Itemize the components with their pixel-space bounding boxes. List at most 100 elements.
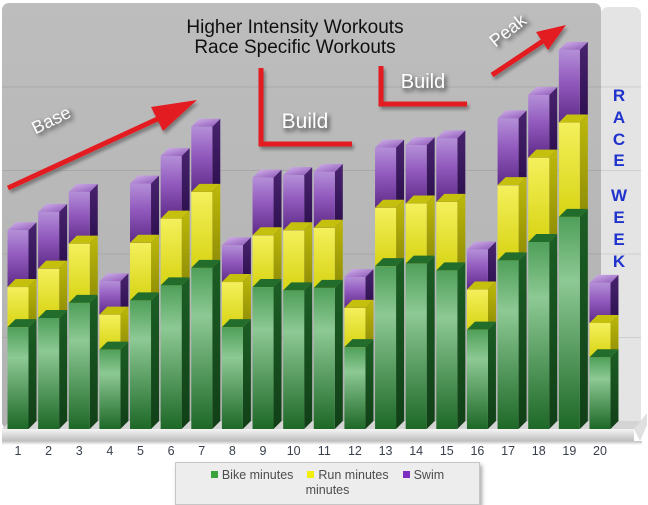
x-axis-tick-label: 13 <box>378 444 393 458</box>
bar-top-swim <box>38 203 68 212</box>
bar-week-6 <box>160 147 190 429</box>
bar-top-bike <box>436 262 466 271</box>
bar-side-swim <box>273 169 282 236</box>
bar-side-swim <box>396 139 405 208</box>
bar-segment-run <box>38 268 60 318</box>
bar-side-bike <box>579 208 588 429</box>
bar-side-swim <box>242 237 251 283</box>
bar-side-swim <box>59 203 68 269</box>
x-axis-tick-label: 11 <box>317 444 331 458</box>
bar-top-run <box>130 234 160 243</box>
x-axis-tick-label: 1 <box>14 444 22 458</box>
bar-top-swim <box>252 169 282 178</box>
x-axis-tick-label: 6 <box>167 444 175 458</box>
legend-swatch <box>307 471 315 478</box>
race-week-letter: R <box>612 86 626 105</box>
bar-segment-run <box>130 242 152 301</box>
x-axis-tick-label: 20 <box>593 444 607 458</box>
bar-side-run <box>334 219 343 288</box>
bar-segment-swim <box>558 49 580 123</box>
bar-side-swim <box>304 167 313 231</box>
bar-segment-swim <box>436 138 458 202</box>
bar-side-bike <box>273 279 282 429</box>
bar-top-bike <box>375 258 405 267</box>
bar-week-1 <box>7 222 37 429</box>
race-week-letter: W <box>610 186 628 206</box>
bar-side-run <box>518 177 527 261</box>
x-axis-tick-label: 7 <box>198 444 206 458</box>
x-axis-tick-label: 19 <box>562 444 577 458</box>
bar-segment-run <box>528 157 550 242</box>
bar-segment-swim <box>283 175 305 231</box>
bar-segment-swim <box>191 126 213 192</box>
bar-top-run <box>160 210 190 219</box>
bar-side-run <box>242 274 251 328</box>
bar-week-4 <box>99 273 129 429</box>
bar-segment-bike <box>221 327 243 429</box>
bar-top-run <box>221 274 251 283</box>
bar-segment-run <box>558 122 580 217</box>
bar-segment-swim <box>497 118 519 186</box>
bar-week-15 <box>436 130 466 429</box>
bar-top-bike <box>252 279 282 288</box>
bar-segment-bike <box>313 287 335 429</box>
x-axis-tick-label: 18 <box>531 444 546 458</box>
x-axis-tick-label: 2 <box>45 444 53 458</box>
bar-side-run <box>89 235 98 303</box>
bar-segment-run <box>436 201 458 271</box>
bar-side-swim <box>181 147 190 219</box>
bar-top-swim <box>221 237 251 246</box>
peak-arrow-shaft <box>490 38 545 78</box>
bar-week-17 <box>497 110 527 429</box>
bar-side-run <box>365 299 374 348</box>
bar-top-bike <box>466 321 496 330</box>
base-plinth-right-cap <box>634 413 647 441</box>
bar-week-5 <box>130 175 160 429</box>
bar-top-swim <box>466 241 496 250</box>
legend-row-2: minutes <box>305 483 350 497</box>
bar-side-bike <box>518 252 527 429</box>
bar-segment-run <box>375 207 397 267</box>
bar-top-bike <box>344 339 374 348</box>
bar-segment-swim <box>589 282 611 323</box>
bar-segment-swim <box>7 230 29 288</box>
bar-segment-run <box>221 282 243 328</box>
bar-side-bike <box>426 255 435 429</box>
x-axis-tick-label: 12 <box>347 444 362 458</box>
race-week-letter: E <box>613 207 625 227</box>
bar-top-bike <box>38 309 68 318</box>
legend-row-1: Bike minutes Run minutes Swim <box>176 468 479 483</box>
bar-top-run <box>436 193 466 202</box>
bar-week-9 <box>252 169 282 429</box>
x-axis-tick-label: 15 <box>439 444 454 458</box>
build-phase-label-left: Build <box>281 110 329 133</box>
bar-segment-swim <box>99 281 121 315</box>
bar-top-run <box>558 114 588 123</box>
bar-week-18 <box>528 87 558 429</box>
bar-top-bike <box>558 208 588 217</box>
bar-week-7 <box>191 118 221 429</box>
bar-segment-swim <box>38 211 60 269</box>
bar-segment-bike <box>7 327 29 429</box>
chart-title-line2: Race Specific Workouts <box>194 37 396 58</box>
bar-top-swim <box>191 118 221 127</box>
bar-side-bike <box>334 279 343 429</box>
bar-top-swim <box>497 110 527 119</box>
bar-side-swim <box>487 241 496 290</box>
bar-side-run <box>273 227 282 288</box>
bar-side-bike <box>304 282 313 429</box>
bar-top-bike <box>405 255 435 264</box>
bar-side-run <box>457 193 466 271</box>
x-axis-tick-label: 17 <box>501 444 516 458</box>
bar-top-bike <box>191 259 221 268</box>
bar-side-run <box>304 222 313 291</box>
bar-side-swim <box>28 222 37 288</box>
bar-segment-run <box>344 307 366 348</box>
bar-segment-bike <box>589 357 611 429</box>
bar-segment-run <box>313 227 335 288</box>
bar-top-swim <box>99 273 129 282</box>
bar-top-swim <box>528 87 558 95</box>
